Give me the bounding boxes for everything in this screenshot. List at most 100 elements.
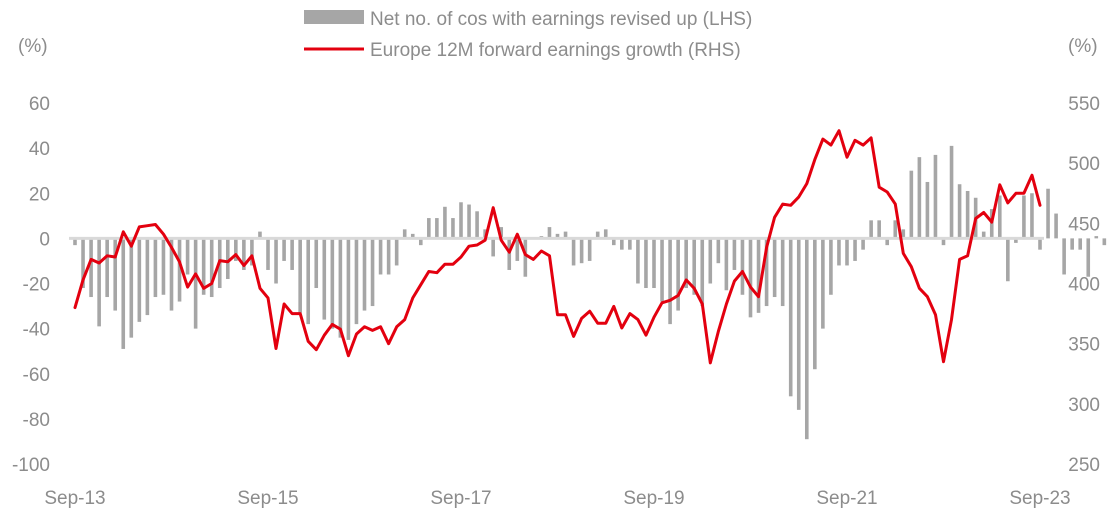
x-tick-label: Sep-17 <box>430 488 491 509</box>
x-tick-label: Sep-19 <box>623 488 684 509</box>
legend: Net no. of cos with earnings revised up … <box>304 9 752 61</box>
bar <box>81 238 85 289</box>
bar <box>394 238 399 266</box>
bar <box>885 238 890 246</box>
bar <box>611 238 616 246</box>
bar <box>563 231 568 239</box>
x-tick-label: Sep-13 <box>44 488 105 509</box>
bar <box>451 218 455 239</box>
bar <box>981 231 986 239</box>
left-tick-label: 60 <box>29 94 50 115</box>
bar <box>129 238 134 338</box>
bar <box>153 238 158 298</box>
right-tick-label: 500 <box>1068 154 1100 175</box>
bar <box>290 238 294 270</box>
bar <box>402 229 407 239</box>
left-axis-ticks: 60 40 20 0 -20 -40 -60 -80 -100 <box>12 94 50 476</box>
legend-label-bars: Net no. of cos with earnings revised up … <box>370 9 752 30</box>
right-tick-label: 550 <box>1068 94 1100 115</box>
bar <box>780 238 785 307</box>
bar <box>853 238 857 261</box>
bar <box>1014 238 1018 243</box>
bar <box>1086 238 1091 277</box>
bar <box>274 238 278 284</box>
bar <box>338 238 343 338</box>
bar <box>684 238 688 289</box>
bar <box>909 170 914 239</box>
bar <box>427 218 431 239</box>
bar <box>845 238 849 266</box>
bar <box>1102 238 1107 246</box>
bar <box>595 231 600 239</box>
bar <box>443 206 447 239</box>
bar <box>459 202 463 239</box>
bar <box>957 184 962 239</box>
bar <box>764 238 769 307</box>
right-tick-label: 450 <box>1068 214 1100 235</box>
bar <box>258 231 262 239</box>
bar <box>571 238 576 266</box>
right-tick-label: 400 <box>1068 275 1100 296</box>
bar <box>1046 188 1050 239</box>
earnings-growth-line <box>73 129 1042 365</box>
bar <box>137 238 142 322</box>
bar <box>145 238 150 316</box>
legend-swatch-bars <box>304 10 364 24</box>
left-tick-label: 0 <box>39 229 50 250</box>
left-tick-label: -80 <box>23 410 50 431</box>
bar <box>748 238 753 318</box>
left-tick-label: -40 <box>23 320 50 341</box>
left-tick-label: 40 <box>29 139 50 160</box>
bar <box>354 238 359 325</box>
bar <box>756 238 761 313</box>
bar <box>901 229 906 239</box>
bar <box>1094 236 1099 239</box>
left-tick-label: -60 <box>23 365 50 386</box>
bar <box>692 238 697 295</box>
bar <box>587 238 592 261</box>
bar <box>925 181 930 239</box>
x-tick-label: Sep-23 <box>1009 488 1070 509</box>
bar <box>113 238 118 311</box>
bar <box>177 238 182 302</box>
x-axis-ticks: Sep-13 Sep-15 Sep-17 Sep-19 Sep-21 Sep-23 <box>44 488 1070 509</box>
bar <box>732 238 737 270</box>
right-tick-label: 300 <box>1068 395 1100 416</box>
left-tick-label: -20 <box>23 275 50 296</box>
bar <box>837 238 841 266</box>
bar <box>161 238 166 295</box>
bar <box>941 238 946 246</box>
bar <box>917 157 922 239</box>
bar <box>209 238 214 298</box>
bar <box>475 211 479 239</box>
bar <box>652 238 656 289</box>
bar <box>724 238 729 291</box>
bar <box>97 238 101 327</box>
bar <box>1030 193 1034 239</box>
bar <box>708 238 713 284</box>
bar <box>1054 213 1058 239</box>
bar <box>644 238 648 289</box>
bar <box>772 238 777 298</box>
x-tick-label: Sep-21 <box>816 488 877 509</box>
right-tick-label: 350 <box>1068 335 1100 356</box>
bar <box>515 238 520 261</box>
bar <box>73 238 77 246</box>
bar <box>499 227 504 239</box>
bar <box>1038 238 1042 250</box>
bar <box>821 238 825 329</box>
bar <box>813 238 817 370</box>
bar <box>378 238 383 275</box>
bar <box>250 238 254 266</box>
x-tick-label: Sep-15 <box>237 488 298 509</box>
bar <box>242 238 246 270</box>
bar <box>322 238 327 320</box>
bar <box>1070 238 1074 250</box>
bar <box>1062 238 1066 275</box>
bar <box>491 238 495 257</box>
bar <box>700 238 705 307</box>
right-tick-label: 250 <box>1068 455 1100 476</box>
right-axis-unit-label: (%) <box>1068 36 1098 57</box>
bar <box>869 220 873 239</box>
